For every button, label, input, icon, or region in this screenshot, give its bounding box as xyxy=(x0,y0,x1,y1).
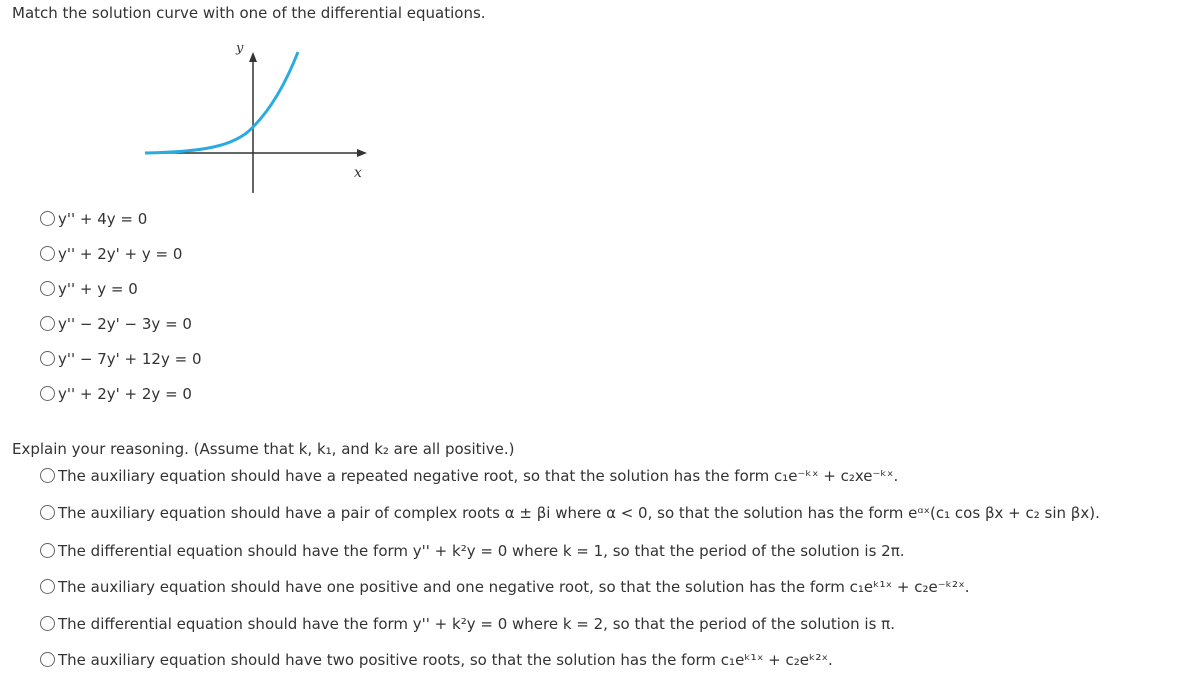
reasoning-prompt: Explain your reasoning. (Assume that k, … xyxy=(12,440,515,458)
graph: y x xyxy=(144,41,367,193)
radio-button[interactable] xyxy=(40,211,55,226)
reasoning-option[interactable]: The auxiliary equation should have two p… xyxy=(58,651,833,669)
radio-button[interactable] xyxy=(40,351,55,366)
equation-option[interactable]: y'' − 2y' − 3y = 0 xyxy=(58,315,192,333)
x-arrow xyxy=(357,149,367,157)
radio-button[interactable] xyxy=(40,616,55,631)
y-arrow xyxy=(249,52,257,62)
radio-button[interactable] xyxy=(40,386,55,401)
reasoning-option[interactable]: The auxiliary equation should have a pai… xyxy=(58,504,1100,522)
x-label: x xyxy=(354,165,362,181)
radio-button[interactable] xyxy=(40,652,55,667)
radio-button[interactable] xyxy=(40,505,55,520)
radio-button[interactable] xyxy=(40,316,55,331)
equation-option[interactable]: y'' + y = 0 xyxy=(58,280,138,298)
radio-button[interactable] xyxy=(40,579,55,594)
reasoning-option[interactable]: The auxiliary equation should have a rep… xyxy=(58,467,899,485)
solution-curve xyxy=(144,51,300,155)
equation-option[interactable]: y'' + 2y' + y = 0 xyxy=(58,245,183,263)
reasoning-option[interactable]: The differential equation should have th… xyxy=(58,542,905,560)
radio-button[interactable] xyxy=(40,468,55,483)
equation-option[interactable]: y'' + 2y' + 2y = 0 xyxy=(58,385,192,403)
radio-button[interactable] xyxy=(40,246,55,261)
radio-button[interactable] xyxy=(40,543,55,558)
equation-option[interactable]: y'' + 4y = 0 xyxy=(58,210,148,228)
reasoning-option[interactable]: The auxiliary equation should have one p… xyxy=(58,578,970,596)
reasoning-option[interactable]: The differential equation should have th… xyxy=(58,615,895,633)
prompt: Match the solution curve with one of the… xyxy=(12,4,486,22)
equation-option[interactable]: y'' − 7y' + 12y = 0 xyxy=(58,350,202,368)
radio-button[interactable] xyxy=(40,281,55,296)
y-label: y xyxy=(235,41,244,56)
